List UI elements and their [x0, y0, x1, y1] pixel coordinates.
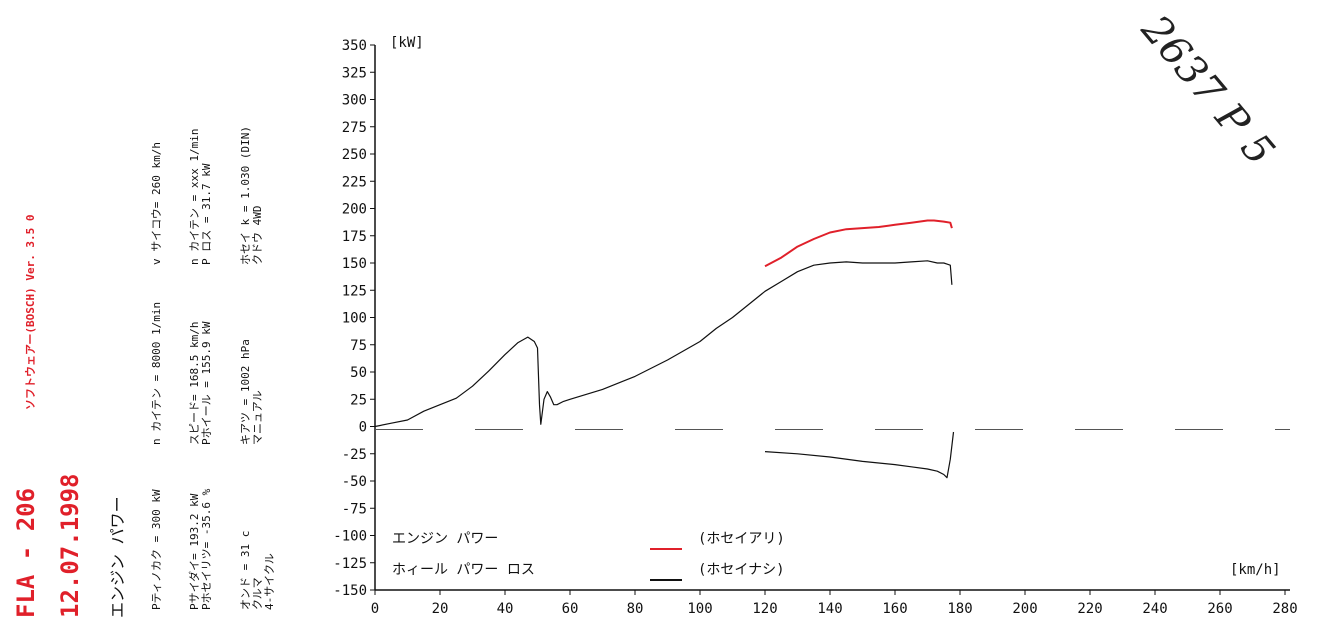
- spec-line: スピード= 168.5 km/h: [188, 322, 201, 445]
- spec-line: Pティノカク = 300 kW: [150, 489, 163, 610]
- header-block: FLA - 206 12.07.1998 エンジン パワー ソフトウェアー(BO…: [12, 214, 127, 618]
- y-tick-label: 325: [342, 65, 367, 81]
- series-group: [374, 219, 955, 479]
- x-tick-label: 0: [371, 601, 379, 617]
- y-tick-label: -100: [333, 529, 367, 545]
- spec-line: オンド = 31 c: [239, 531, 252, 610]
- y-axis-label: [kW]: [390, 35, 424, 51]
- test-date: 12.07.1998: [56, 474, 84, 619]
- spec-line: n カイテン = 8000 1/min: [150, 302, 163, 445]
- y-tick-label: -50: [342, 474, 367, 490]
- series-line-2: [764, 431, 955, 479]
- legend-tag: (ホセイアリ): [698, 531, 785, 547]
- y-tick-label: 0: [359, 420, 367, 436]
- spec-line: ホセイ k = 1.030 (DIN): [239, 126, 252, 265]
- y-ticks: 3503253002752502252001751501251007550250…: [333, 38, 375, 599]
- chart-subtitle: エンジン パワー: [108, 496, 127, 618]
- x-tick-label: 100: [687, 601, 712, 617]
- y-tick-label: 175: [342, 229, 367, 245]
- y-tick-label: 50: [350, 365, 367, 381]
- spec-line: 4-サイクル: [263, 553, 276, 610]
- spec-line: Pサイダイ= 193.2 kW: [187, 493, 201, 610]
- plot-area: 3503253002752502252001751501251007550250…: [333, 35, 1297, 617]
- software-version: ソフトウェアー(BOSCH) Ver. 3.5 0: [24, 214, 37, 410]
- legend-label: ホィール パワー ロス: [392, 562, 535, 578]
- x-tick-label: 220: [1077, 601, 1102, 617]
- y-tick-label: 125: [342, 283, 367, 299]
- spec-line: クルマ: [251, 577, 264, 610]
- y-tick-label: 350: [342, 38, 367, 54]
- y-tick-label: 300: [342, 93, 367, 109]
- spec-line: クドウ 4WD: [251, 206, 264, 266]
- y-tick-label: -125: [333, 556, 367, 572]
- x-tick-label: 280: [1272, 601, 1297, 617]
- legend-tag: (ホセイナシ): [698, 562, 785, 578]
- y-tick-label: 75: [350, 338, 367, 354]
- x-tick-label: 140: [817, 601, 842, 617]
- series-line-0: [764, 219, 953, 268]
- y-tick-label: -25: [342, 447, 367, 463]
- handwritten-note: 2637 P 5: [1132, 6, 1283, 174]
- spec-line: Pホセイリツ= -35.6 %: [200, 488, 213, 610]
- spec-line: マニュアル: [251, 390, 264, 445]
- x-tick-label: 200: [1012, 601, 1037, 617]
- chart-title: FLA - 206: [12, 488, 40, 618]
- y-tick-label: 25: [350, 392, 367, 408]
- x-tick-label: 60: [562, 601, 579, 617]
- y-tick-label: 250: [342, 147, 367, 163]
- y-tick-label: 225: [342, 174, 367, 190]
- y-tick-label: 150: [342, 256, 367, 272]
- y-tick-label: 275: [342, 120, 367, 136]
- x-tick-label: 180: [947, 601, 972, 617]
- legend-label: エンジン パワー: [392, 531, 498, 547]
- x-tick-label: 160: [882, 601, 907, 617]
- spec-line: Pホイール = 155.9 kW: [200, 321, 213, 445]
- x-axis-label: [km/h]: [1230, 562, 1281, 578]
- x-ticks: 0 20 40 60 80 100 120 140 160 180 200 220 240 260 280: [371, 590, 1298, 617]
- x-tick-label: 120: [752, 601, 777, 617]
- y-tick-label: 200: [342, 202, 367, 218]
- y-tick-label: -150: [333, 583, 367, 599]
- x-tick-label: 40: [497, 601, 514, 617]
- spec-line: P ロス = 31.7 kW: [200, 163, 213, 265]
- legend: エンジン パワー (ホセイアリ) ホィール パワー ロス (ホセイナシ): [392, 531, 785, 581]
- y-tick-label: -75: [342, 501, 367, 517]
- series-line-1: [374, 260, 953, 428]
- x-tick-label: 20: [432, 601, 449, 617]
- x-tick-label: 240: [1142, 601, 1167, 617]
- x-tick-label: 80: [627, 601, 644, 617]
- x-tick-label: 260: [1207, 601, 1232, 617]
- spec-line: n カイテン = xxx 1/min: [188, 129, 201, 266]
- specs-block: Pティノカク = 300 kW Pサイダイ= 193.2 kW Pホセイリツ= -3…: [150, 126, 276, 610]
- spec-line: キアツ = 1002 hPa: [239, 339, 252, 445]
- spec-line: v サイコウ= 260 km/h: [150, 142, 163, 265]
- y-tick-label: 100: [342, 311, 367, 327]
